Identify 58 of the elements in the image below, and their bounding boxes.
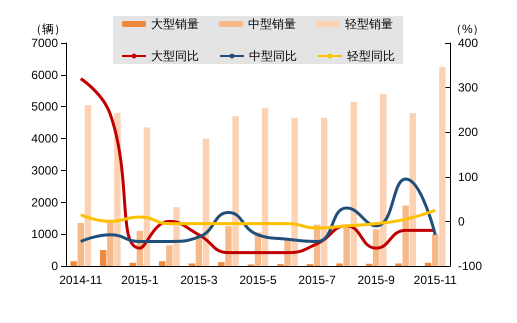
bar (380, 94, 386, 266)
bar (202, 138, 210, 266)
y2-tick-label: 100 (458, 170, 478, 184)
bar (70, 261, 77, 266)
legend-label: 轻型同比 (347, 49, 395, 63)
y-tick-label: 7000 (31, 36, 58, 50)
bar (439, 66, 446, 266)
y-tick-label: 0 (51, 259, 58, 273)
x-tick-label: 2015-5 (239, 273, 278, 287)
bar (320, 118, 328, 266)
bar (84, 105, 92, 266)
bar (166, 245, 173, 266)
y2-tick-label: 0 (458, 214, 465, 228)
y-tick-label: 3000 (31, 163, 58, 178)
bar (424, 262, 432, 266)
y2-tick-label: -100 (458, 259, 482, 273)
x-tick-label: 2015-9 (357, 273, 396, 287)
bar (350, 102, 357, 266)
bar (225, 226, 232, 266)
bar (130, 262, 136, 266)
bar (343, 226, 350, 266)
bar (410, 113, 416, 266)
bar (291, 118, 298, 266)
y-tick-label: 5000 (31, 100, 58, 114)
legend-label: 大型销量 (151, 17, 199, 31)
legend-label: 大型同比 (151, 49, 199, 63)
bar (100, 250, 106, 266)
bar (336, 263, 343, 266)
x-tick-label: 2015-3 (180, 273, 218, 287)
bar (372, 229, 380, 266)
y2-axis-title: （%） (450, 22, 485, 36)
bar (159, 261, 166, 266)
y2-tick-label: 300 (458, 80, 478, 95)
bar (402, 205, 409, 266)
bar (395, 263, 402, 266)
y-tick-label: 6000 (31, 68, 58, 82)
bar (262, 108, 268, 266)
bar (188, 263, 196, 266)
y-tick-label: 2000 (31, 195, 58, 210)
x-tick-label: 2015-11 (414, 273, 458, 287)
legend-label: 中型同比 (249, 49, 297, 63)
bar (432, 234, 438, 266)
y2-tick-label: 200 (458, 125, 478, 140)
y2-tick-label: 400 (458, 36, 478, 50)
x-tick-label: 2014-11 (59, 273, 103, 287)
bar (232, 116, 239, 266)
bar (78, 222, 84, 266)
y-axis-title: （辆） (30, 22, 66, 36)
line-series (79, 208, 437, 230)
y-tick-label: 1000 (31, 227, 58, 242)
line-series (79, 178, 437, 243)
bar (218, 262, 225, 266)
bar (144, 127, 150, 266)
legend-label: 中型销量 (248, 17, 296, 31)
legend-label: 轻型销量 (345, 17, 393, 31)
x-tick-label: 2015-1 (121, 273, 159, 287)
y-tick-label: 4000 (31, 132, 58, 146)
x-tick-label: 2015-7 (298, 273, 336, 287)
